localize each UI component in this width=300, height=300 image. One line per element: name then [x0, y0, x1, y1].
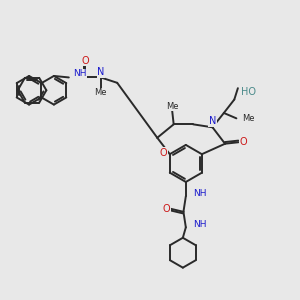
Text: O: O [81, 56, 89, 66]
Text: O: O [163, 204, 170, 214]
Text: Me: Me [242, 114, 255, 123]
Text: Me: Me [94, 88, 107, 98]
Text: O: O [239, 137, 247, 147]
Text: O: O [159, 148, 167, 158]
Text: N: N [97, 67, 104, 77]
Text: NH: NH [193, 220, 207, 230]
Text: Me: Me [166, 102, 178, 111]
Text: NH: NH [73, 69, 86, 78]
Text: HO: HO [241, 87, 256, 97]
Text: NH: NH [193, 189, 207, 198]
Text: N: N [209, 116, 216, 126]
